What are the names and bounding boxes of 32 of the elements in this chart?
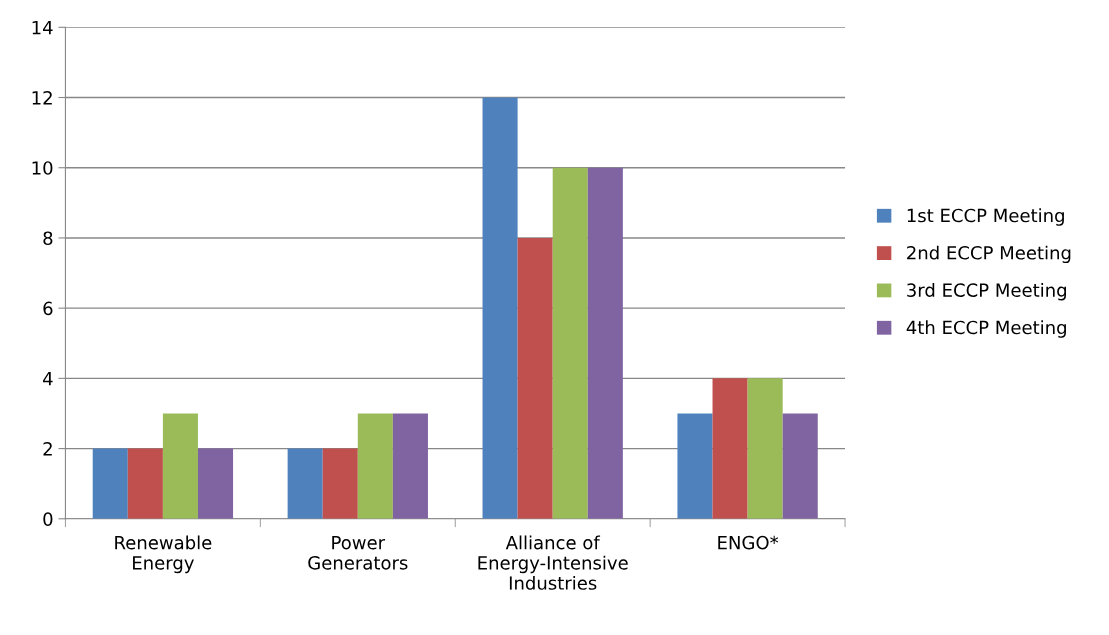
legend-label: 2nd ECCP Meeting <box>907 245 1071 264</box>
y-tick-label: 0 <box>43 512 53 526</box>
x-tick-label: ENGO* <box>718 535 779 550</box>
bar <box>357 413 393 519</box>
x-tick-label: Alliance of Energy-Intensive Industries <box>478 535 628 590</box>
x-tick-label: Power Generators <box>308 536 408 570</box>
x-tick-label: Renewable Energy <box>115 535 212 574</box>
bar <box>162 413 198 519</box>
y-tick-label: 4 <box>43 372 53 386</box>
bar <box>197 448 234 519</box>
bar <box>677 413 713 519</box>
legend-label: 3rd ECCP Meeting <box>907 282 1066 301</box>
bar <box>482 97 518 519</box>
y-tick-label: 2 <box>43 442 52 456</box>
legend-label: 1st ECCP Meeting <box>907 208 1064 226</box>
bar <box>127 448 163 519</box>
bar <box>712 378 748 519</box>
y-tick-label: 6 <box>43 301 53 316</box>
bar <box>92 448 128 519</box>
legend-label: 4th ECCP Meeting <box>906 320 1066 338</box>
y-tick-label: 8 <box>43 231 53 246</box>
bar <box>287 448 323 519</box>
y-tick-label: 10 <box>32 161 53 175</box>
y-tick-label: 12 <box>32 90 52 105</box>
bar <box>782 413 818 519</box>
bar <box>517 237 553 519</box>
bar <box>322 448 358 519</box>
bar <box>587 167 623 519</box>
y-tick-label: 14 <box>32 21 53 35</box>
bar <box>747 378 783 519</box>
bar <box>392 413 428 519</box>
bar <box>552 167 588 519</box>
